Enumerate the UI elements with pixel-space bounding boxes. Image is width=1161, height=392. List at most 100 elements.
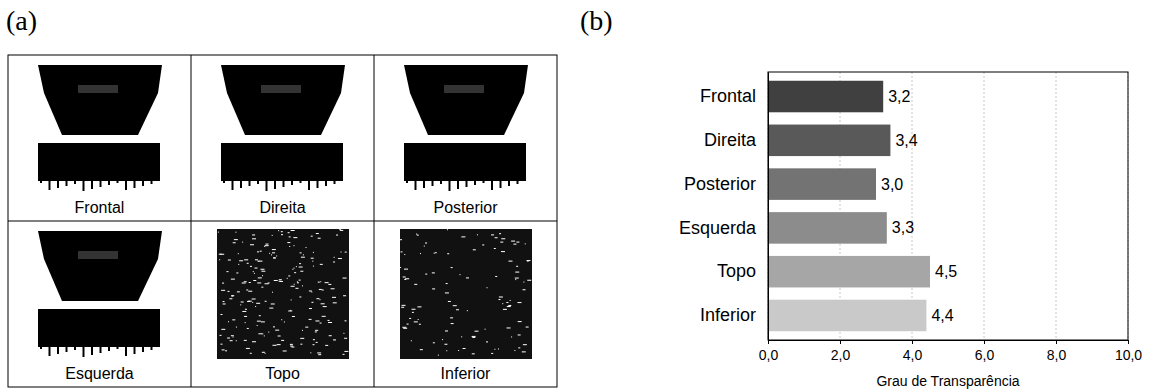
texture-speck (491, 353, 493, 354)
texture-speck (515, 272, 519, 273)
texture-speck (341, 251, 342, 252)
texture-speck (293, 245, 294, 246)
texture-speck (311, 258, 314, 259)
texture-speck (250, 353, 252, 354)
texture-speck (494, 248, 496, 249)
texture-speck (276, 255, 277, 256)
texture-speck (291, 299, 292, 300)
texture-speck (246, 348, 250, 349)
tick: Frontal (700, 86, 768, 106)
texture-shape (217, 229, 349, 359)
texture-speck (344, 351, 348, 352)
texture-speck (262, 275, 263, 276)
grid-line (1056, 72, 1057, 340)
texture-speck (290, 344, 293, 345)
texture-streak (100, 181, 102, 187)
texture-speck (336, 235, 338, 236)
texture-speck (227, 338, 230, 339)
texture-speck (279, 279, 282, 280)
texture-speck (322, 290, 324, 291)
texture-streak (232, 181, 234, 190)
texture-speck (300, 271, 303, 272)
texture-speck (252, 238, 256, 239)
texture-speck (269, 308, 273, 309)
texture-speck (265, 353, 266, 354)
texture-speck (522, 351, 526, 352)
tick-label: 10,0 (1115, 347, 1142, 363)
texture-speck (238, 264, 239, 265)
texture-speck (407, 324, 409, 325)
texture-speck (294, 284, 295, 285)
texture-streak (508, 181, 510, 186)
texture-streak (474, 181, 476, 185)
texture-speck (248, 301, 252, 302)
texture-speck (420, 253, 421, 254)
texture-speck (400, 239, 402, 240)
texture-speck (508, 305, 511, 306)
grid-frame (8, 55, 557, 387)
tick-label: 4,0 (903, 347, 923, 363)
tick-label: Direita (704, 130, 757, 150)
image-caption: Frontal (75, 199, 125, 216)
tick-label: 0,0 (759, 347, 779, 363)
texture-speck (264, 335, 265, 336)
texture-speck (515, 279, 516, 280)
tick-label: Frontal (700, 86, 756, 106)
texture-streak (500, 181, 502, 188)
texture-speck (438, 355, 439, 356)
texture-streak (74, 347, 76, 350)
texture-speck (292, 316, 295, 317)
texture-speck (433, 342, 435, 343)
texture-speck (446, 350, 447, 351)
texture-speck (435, 252, 437, 253)
texture-speck (518, 334, 521, 335)
texture-speck (414, 321, 418, 322)
texture-speck (275, 330, 279, 331)
texture-speck (320, 264, 323, 265)
texture-streak (40, 181, 42, 183)
texture-speck (300, 344, 302, 345)
texture-speck (467, 310, 468, 311)
texture-speck (323, 306, 327, 307)
texture-speck (272, 292, 273, 293)
texture-speck (257, 282, 261, 283)
texture-speck (320, 323, 322, 324)
texture-speck (463, 348, 466, 349)
texture-speck (451, 267, 453, 268)
texture-speck (225, 350, 227, 351)
texture-streak (57, 181, 59, 188)
texture-streak (142, 347, 144, 352)
image-caption: Esquerda (65, 365, 134, 382)
tick: Topo (717, 261, 768, 281)
texture-speck (252, 234, 255, 235)
tick-label: Inferior (700, 305, 756, 325)
texture-speck (487, 287, 488, 288)
texture-speck (290, 310, 291, 311)
texture-speck (472, 337, 475, 338)
texture-shape (400, 229, 532, 359)
texture-speck (291, 347, 294, 348)
texture-streak (466, 181, 468, 187)
texture-speck (418, 319, 419, 320)
texture-streak (151, 347, 153, 350)
texture-speck (300, 338, 304, 339)
texture-highlight (261, 85, 301, 93)
texture-speck (312, 261, 313, 262)
texture-speck (416, 234, 417, 235)
tick-mark (1128, 340, 1129, 344)
texture-speck (516, 266, 518, 267)
texture-speck (229, 298, 232, 299)
texture-streak (406, 181, 408, 183)
texture-speck (322, 316, 326, 317)
texture-speck (250, 244, 254, 245)
texture-speck (523, 289, 526, 290)
texture-streak (91, 347, 93, 355)
texture-speck (256, 303, 260, 304)
bar (768, 212, 887, 244)
texture-speck (527, 280, 531, 281)
texture-speck (250, 266, 252, 267)
figure: (a)(b)FrontalDireitaPosteriorEsquerdaTop… (0, 0, 1161, 392)
texture-streak (325, 181, 327, 186)
tick-mark (1056, 340, 1057, 344)
texture-speck (297, 281, 298, 282)
